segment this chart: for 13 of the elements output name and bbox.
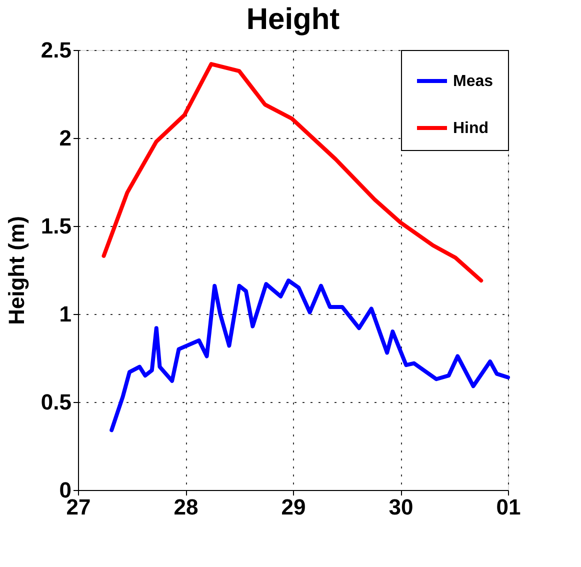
y-tick-label: 1.5 bbox=[40, 214, 72, 238]
x-tick-label: 01 bbox=[496, 494, 521, 520]
y-axis-title: Height (m) bbox=[4, 216, 29, 325]
x-tick-label: 28 bbox=[174, 494, 198, 520]
legend-label: Meas bbox=[453, 73, 494, 90]
legend-label: Hind bbox=[453, 120, 489, 137]
y-tick-label: 0.5 bbox=[40, 390, 72, 414]
x-tick-label: 30 bbox=[388, 494, 414, 520]
x-tick-label: 29 bbox=[281, 494, 306, 520]
y-tick-label: 2.5 bbox=[40, 38, 72, 62]
y-tick-label: 1 bbox=[59, 302, 72, 326]
y-tick-label: 2 bbox=[59, 126, 72, 150]
chart-title: Height bbox=[246, 3, 340, 36]
